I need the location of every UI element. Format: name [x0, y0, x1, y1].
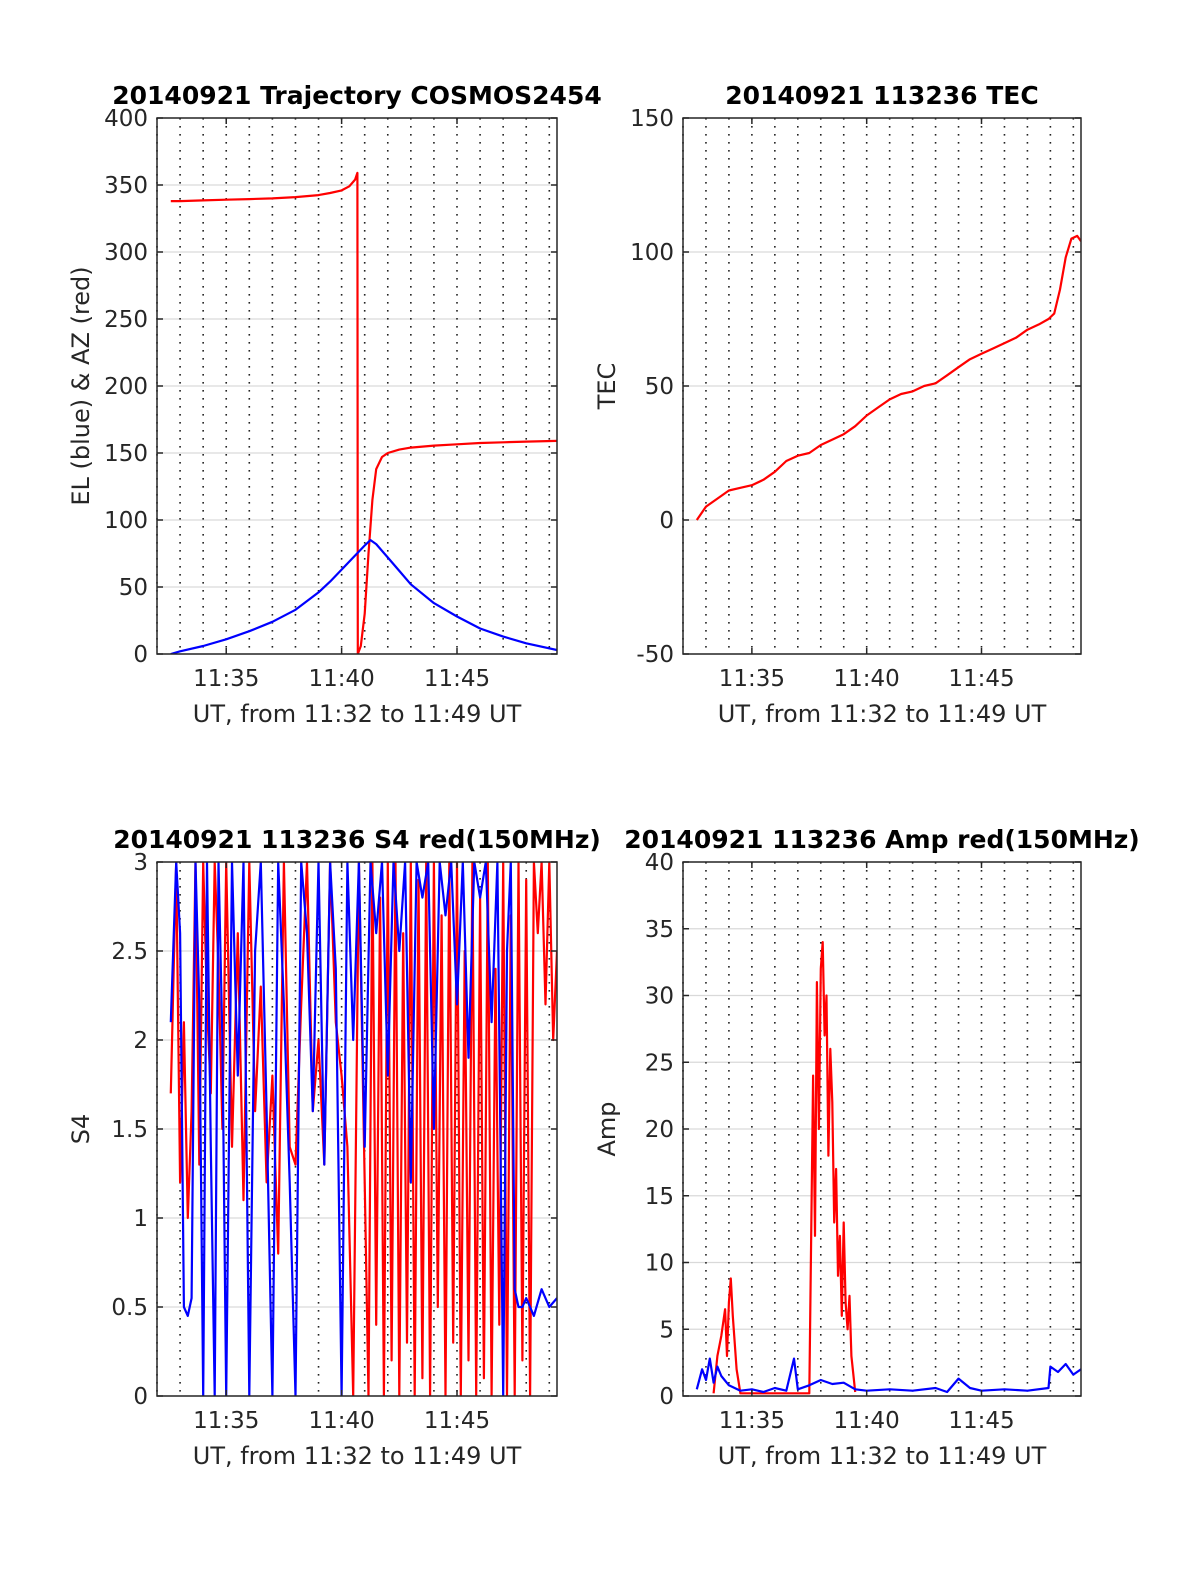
chart-title: 20140921 Trajectory COSMOS2454 [112, 81, 602, 110]
y-tick-label: 0 [659, 1384, 674, 1410]
x-tick-label: 11:45 [948, 666, 1014, 692]
x-axis-label: UT, from 11:32 to 11:49 UT [193, 1442, 522, 1470]
y-tick-label: 40 [645, 850, 674, 876]
y-tick-label: 200 [104, 374, 148, 400]
panel-s4: 0 0.5 1 1.5 2 2.5 3 11:35 11:40 11:45 20140921 113… [67, 825, 601, 1470]
y-tick-label: 1 [133, 1206, 148, 1232]
y-tick-label: 250 [104, 307, 148, 333]
x-tick-label: 11:35 [719, 666, 785, 692]
y-tick-label: 20 [645, 1117, 674, 1143]
chart-title: 20140921 113236 TEC [725, 81, 1038, 110]
chart-title: 20140921 113236 S4 red(150MHz) [113, 825, 601, 854]
y-tick-label: 0.5 [111, 1295, 148, 1321]
series-line-red [170, 171, 557, 654]
chart-title: 20140921 113236 Amp red(150MHz) [624, 825, 1140, 854]
y-tick-label: 2.5 [111, 939, 148, 965]
y-tick-label: 35 [645, 917, 674, 943]
y-tick-label: 15 [645, 1184, 674, 1210]
y-tick-label: 350 [104, 173, 148, 199]
y-tick-label: 100 [630, 240, 674, 266]
x-axis-label: UT, from 11:32 to 11:49 UT [193, 700, 522, 728]
y-tick-label: 1.5 [111, 1117, 148, 1143]
x-tick-label: 11:35 [193, 1408, 259, 1434]
y-tick-label: 0 [133, 1384, 148, 1410]
y-tick-label: 100 [104, 508, 148, 534]
series-group [169, 862, 557, 1396]
y-tick-label: -50 [636, 642, 674, 668]
x-tick-label: 11:40 [308, 1408, 374, 1434]
series-line-blue [170, 538, 557, 654]
x-tick-label: 11:45 [424, 1408, 490, 1434]
x-tick-label: 11:40 [308, 666, 374, 692]
panel-tec: -50 0 50 100 150 11:35 11:40 11:45 20140921 1132… [593, 81, 1082, 728]
y-tick-label: 150 [104, 441, 148, 467]
series-line-red [712, 940, 857, 1395]
series-group [170, 171, 557, 654]
x-tick-label: 11:45 [948, 1408, 1014, 1434]
series-line-blue [169, 862, 557, 1396]
y-tick-label: 300 [104, 240, 148, 266]
y-axis-label: Amp [593, 1101, 621, 1156]
y-tick-label: 3 [133, 850, 148, 876]
y-tick-label: 10 [645, 1251, 674, 1277]
y-tick-label: 400 [104, 106, 148, 132]
y-tick-label: 50 [645, 374, 674, 400]
series-line-blue [695, 1357, 1081, 1394]
x-axis-label: UT, from 11:32 to 11:49 UT [718, 1442, 1047, 1470]
x-tick-label: 11:40 [834, 666, 900, 692]
y-tick-label: 50 [119, 575, 148, 601]
y-axis-label: EL (blue) & AZ (red) [67, 266, 95, 505]
y-tick-label: 25 [645, 1050, 674, 1076]
x-tick-label: 11:45 [424, 666, 490, 692]
panel-amp: 0 5 10 15 20 25 30 35 40 11:35 11:40 11:45 20140921 … [593, 825, 1140, 1470]
x-tick-label: 11:35 [193, 666, 259, 692]
y-tick-label: 0 [133, 642, 148, 668]
series-group [695, 234, 1081, 521]
series-line-red [695, 234, 1081, 521]
x-tick-label: 11:35 [719, 1408, 785, 1434]
y-tick-label: 2 [133, 1028, 148, 1054]
y-axis-label: TEC [593, 363, 621, 411]
panel-trajectory: 0 50 100 150 200 250 300 350 400 11:35 11:40 11:45 2… [67, 81, 602, 728]
x-tick-label: 11:40 [834, 1408, 900, 1434]
y-tick-label: 0 [659, 508, 674, 534]
y-tick-label: 30 [645, 984, 674, 1010]
y-tick-label: 150 [630, 106, 674, 132]
y-tick-label: 5 [659, 1317, 674, 1343]
series-group [695, 940, 1081, 1395]
x-axis-label: UT, from 11:32 to 11:49 UT [718, 700, 1047, 728]
y-axis-label: S4 [67, 1114, 95, 1145]
